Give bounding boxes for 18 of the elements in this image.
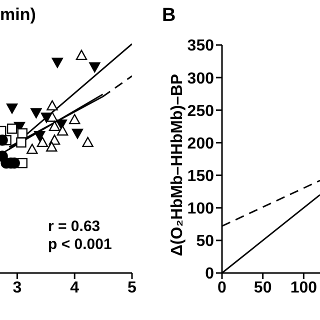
y-tick-label: 50 [196,233,214,250]
x-tick-label: 50 [254,279,272,296]
y-tick-label: 300 [187,70,214,88]
x-tick-label: 100 [290,279,318,296]
y-tick-label: 350 [187,38,214,55]
chart-title: B [162,5,176,27]
x-tick-label: 0 [218,279,227,296]
annotation: r = 0.63 p < 0.001 [48,218,112,254]
y-tick-label: 0 [205,266,214,283]
chart-title: min) [0,5,36,25]
y-tick-label: 100 [187,200,214,218]
x-tick-label: 5 [128,279,137,296]
x-tick-label: 3 [12,279,22,296]
x-tick-label: 4 [70,279,80,296]
y-tick-label: 250 [187,102,214,120]
y-tick-label: 200 [187,135,214,152]
y-axis-title: Δ(O₂HbMb–HHbMb)–BP [169,74,187,256]
y-tick-label: 150 [187,168,214,185]
